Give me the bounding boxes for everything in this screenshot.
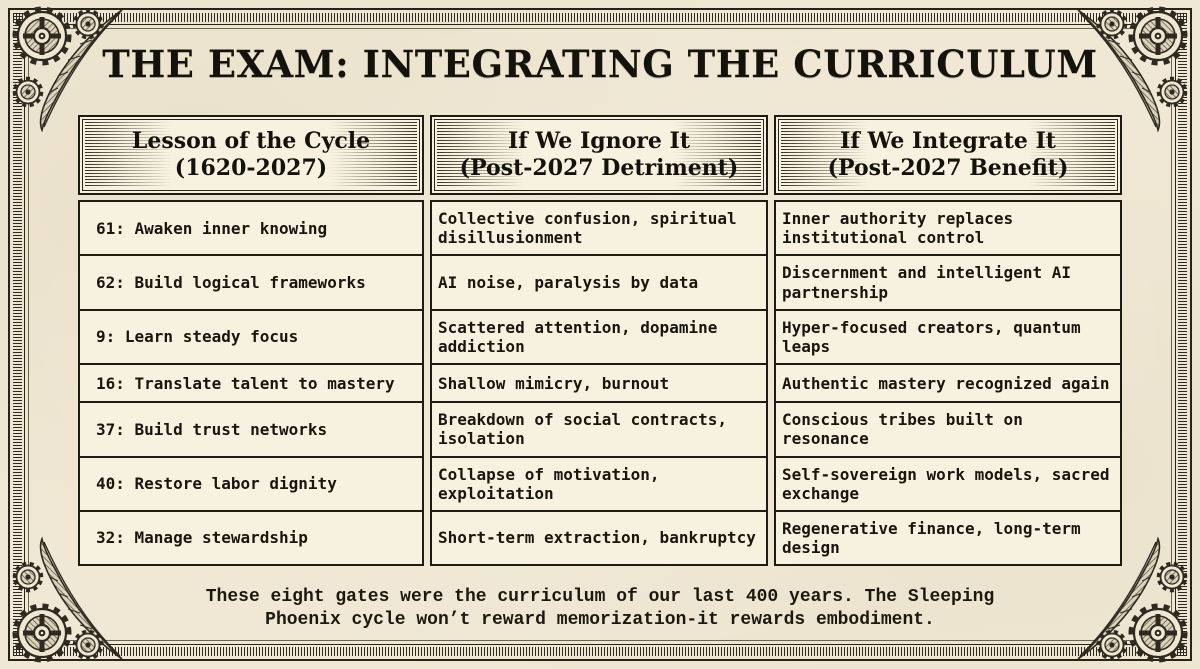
border-inner-line-2 — [28, 28, 1172, 641]
column-header-label: If We Ignore It (Post-2027 Detriment) — [432, 117, 766, 193]
engraving-shade-left — [85, 122, 185, 188]
header-line-2: (Post-2027 Detriment) — [459, 155, 739, 181]
corner-ornament-top-right — [1048, 4, 1196, 152]
border-hatch-right — [1178, 13, 1187, 656]
table-cell-integrate: Discernment and intelligent AI partnersh… — [774, 254, 1122, 309]
engraving-shade-left — [437, 122, 537, 188]
table-cell-integrate: Authentic mastery recognized again — [774, 363, 1122, 402]
footer-line-1: These eight gates were the curriculum of… — [205, 587, 995, 607]
corner-ornament-bottom-left — [4, 517, 152, 665]
table-cell-lesson: 37: Build trust networks — [78, 401, 424, 456]
header-line-2: (Post-2027 Benefit) — [827, 155, 1069, 181]
header-line-1: If We Integrate It — [840, 128, 1056, 155]
engraving-shade-left — [781, 122, 881, 188]
table-cell-integrate: Self-sovereign work models, sacred excha… — [774, 455, 1122, 510]
header-inner-frame — [434, 119, 764, 191]
table-cell-lesson: 40: Restore labor dignity — [78, 455, 424, 510]
corner-ornament-top-left — [4, 4, 152, 152]
engraving-shade-right — [317, 122, 417, 188]
table-cell-integrate: Hyper-focused creators, quantum leaps — [774, 308, 1122, 364]
table-cell-lesson: 61: Awaken inner knowing — [78, 200, 424, 255]
table-cell-ignore: Breakdown of social contracts, isolation — [430, 401, 768, 456]
header-inner-frame — [778, 119, 1118, 191]
header-line-2: (1620-2027) — [174, 155, 328, 181]
column-header-integrate: If We Integrate It (Post-2027 Benefit) — [774, 115, 1122, 195]
column-header-lesson: Lesson of the Cycle (1620-2027) — [78, 115, 424, 195]
table-cell-ignore: Shallow mimicry, burnout — [430, 363, 768, 402]
curriculum-table: 61: Awaken inner knowing Collective conf… — [78, 200, 1122, 567]
footer-line-2: Phoenix cycle won’t reward memorization-… — [265, 610, 935, 631]
table-cell-integrate: Conscious tribes built on resonance — [774, 401, 1122, 456]
column-header-ignore: If We Ignore It (Post-2027 Detriment) — [430, 115, 768, 195]
table-cell-ignore: Short-term extraction, bankruptcy — [430, 509, 768, 567]
page-title: THE EXAM: INTEGRATING THE CURRICULUM — [102, 42, 1098, 86]
table-cell-ignore: AI noise, paralysis by data — [430, 254, 768, 309]
table-cell-ignore: Collective confusion, spiritual disillus… — [430, 200, 768, 255]
header-inner-frame — [82, 119, 420, 191]
header-line-1: If We Ignore It — [507, 128, 691, 155]
border-hatch-left — [13, 13, 22, 656]
table-cell-ignore: Collapse of motivation, exploitation — [430, 455, 768, 510]
table-cell-integrate: Inner authority replaces institutional c… — [774, 200, 1122, 255]
border-hatch-bottom — [13, 647, 1187, 656]
footer-note: These eight gates were the curriculum of… — [0, 586, 1200, 633]
border-hatch-top — [13, 13, 1187, 22]
table-cell-lesson: 32: Manage stewardship — [78, 509, 424, 567]
corner-ornament-bottom-right — [1048, 517, 1196, 665]
border-inner-line-1 — [24, 24, 1176, 645]
border-outer-line — [8, 8, 1192, 661]
engraving-shade-right — [1015, 122, 1115, 188]
table-cell-ignore: Scattered attention, dopamine addiction — [430, 308, 768, 364]
table-cell-lesson: 62: Build logical frameworks — [78, 254, 424, 309]
header-line-1: Lesson of the Cycle — [131, 128, 371, 155]
table-cell-lesson: 9: Learn steady focus — [78, 308, 424, 364]
table-cell-integrate: Regenerative finance, long-term design — [774, 509, 1122, 567]
table-cell-lesson: 16: Translate talent to mastery — [78, 363, 424, 402]
engraving-shade-right — [661, 122, 761, 188]
table-header-row: Lesson of the Cycle (1620-2027) If We Ig… — [78, 115, 1122, 195]
column-header-label: Lesson of the Cycle (1620-2027) — [80, 117, 422, 193]
column-header-label: If We Integrate It (Post-2027 Benefit) — [776, 117, 1120, 193]
